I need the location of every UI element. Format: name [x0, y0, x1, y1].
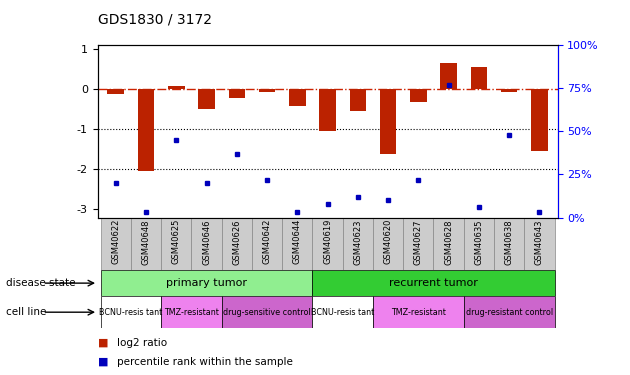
Bar	[410, 89, 427, 102]
Bar	[471, 67, 487, 89]
Bar	[252, 217, 282, 270]
Text: drug-resistant control: drug-resistant control	[466, 308, 553, 316]
Bar	[464, 296, 554, 328]
Text: GSM40628: GSM40628	[444, 219, 453, 265]
Bar	[222, 217, 252, 270]
Text: BCNU-resis tant: BCNU-resis tant	[100, 308, 163, 316]
Text: GSM40638: GSM40638	[505, 219, 513, 265]
Text: GSM40646: GSM40646	[202, 219, 211, 265]
Bar	[501, 89, 517, 92]
Bar	[433, 217, 464, 270]
Text: GSM40642: GSM40642	[263, 219, 272, 264]
Bar	[380, 89, 396, 154]
Text: drug-sensitive control: drug-sensitive control	[223, 308, 311, 316]
Bar	[403, 217, 433, 270]
Bar	[161, 296, 222, 328]
Bar	[464, 217, 494, 270]
Text: recurrent tumor: recurrent tumor	[389, 278, 478, 288]
Bar	[312, 217, 343, 270]
Bar	[531, 89, 547, 151]
Bar	[138, 89, 154, 171]
Text: GSM40623: GSM40623	[353, 219, 362, 265]
Bar	[494, 217, 524, 270]
Bar	[192, 217, 222, 270]
Bar	[222, 296, 312, 328]
Bar	[319, 89, 336, 131]
Bar	[289, 89, 306, 106]
Text: GSM40644: GSM40644	[293, 219, 302, 264]
Text: GSM40620: GSM40620	[384, 219, 392, 264]
Text: BCNU-resis tant: BCNU-resis tant	[311, 308, 374, 316]
Bar	[101, 296, 161, 328]
Bar	[131, 217, 161, 270]
Bar	[373, 296, 464, 328]
Bar	[350, 89, 366, 111]
Bar	[101, 270, 312, 296]
Bar	[108, 89, 124, 94]
Bar	[229, 89, 245, 98]
Text: cell line: cell line	[6, 307, 47, 317]
Text: TMZ-resistant: TMZ-resistant	[164, 308, 219, 316]
Text: percentile rank within the sample: percentile rank within the sample	[117, 357, 292, 367]
Text: primary tumor: primary tumor	[166, 278, 247, 288]
Bar	[198, 89, 215, 109]
Text: GDS1830 / 3172: GDS1830 / 3172	[98, 12, 212, 26]
Bar	[101, 217, 131, 270]
Bar	[312, 270, 554, 296]
Text: GSM40648: GSM40648	[142, 219, 151, 265]
Text: GSM40619: GSM40619	[323, 219, 332, 264]
Text: ■: ■	[98, 357, 108, 367]
Bar	[343, 217, 373, 270]
Text: disease state: disease state	[6, 278, 76, 288]
Bar	[524, 217, 554, 270]
Bar	[259, 89, 275, 92]
Text: GSM40622: GSM40622	[112, 219, 120, 264]
Text: log2 ratio: log2 ratio	[117, 338, 167, 348]
Text: ■: ■	[98, 338, 108, 348]
Bar	[312, 296, 373, 328]
Text: TMZ-resistant: TMZ-resistant	[391, 308, 446, 316]
Bar	[282, 217, 312, 270]
Bar	[440, 63, 457, 89]
Bar	[161, 217, 192, 270]
Text: GSM40627: GSM40627	[414, 219, 423, 265]
Text: GSM40635: GSM40635	[474, 219, 483, 265]
Text: GSM40626: GSM40626	[232, 219, 241, 265]
Text: GSM40625: GSM40625	[172, 219, 181, 264]
Bar	[373, 217, 403, 270]
Bar	[168, 86, 185, 89]
Text: GSM40643: GSM40643	[535, 219, 544, 265]
